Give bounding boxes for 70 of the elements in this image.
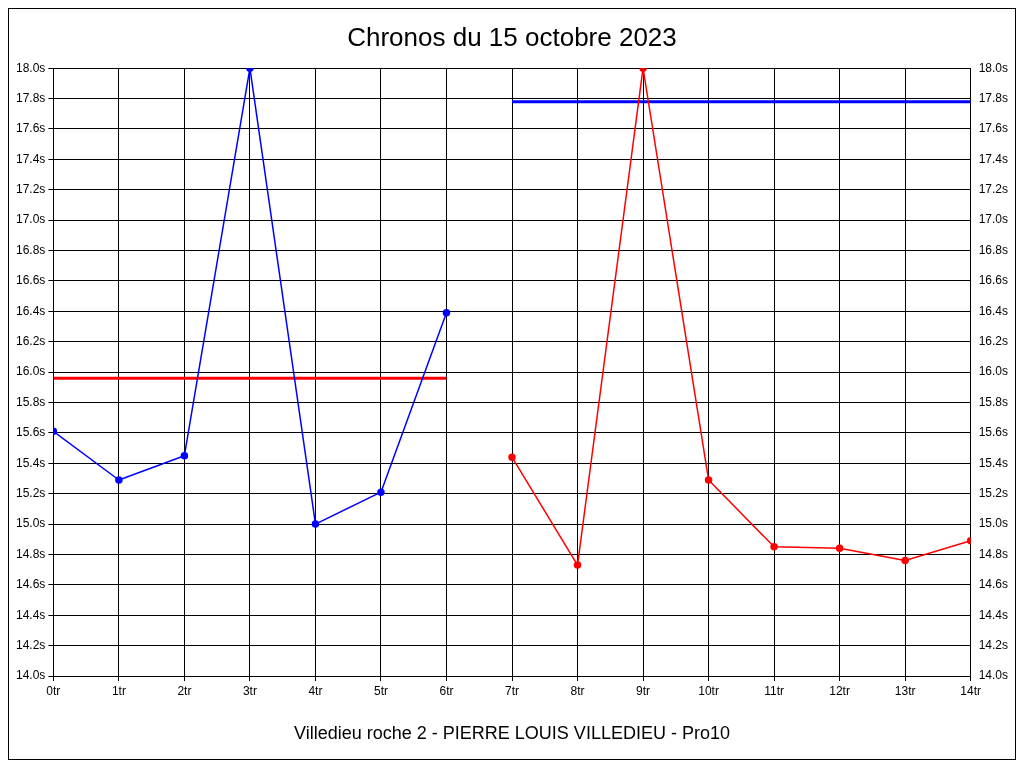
y-tick-label: 15.8s xyxy=(16,394,46,409)
x-tick-label: 3tr xyxy=(242,683,257,698)
point xyxy=(115,476,123,484)
x-tick-label: 4tr xyxy=(308,683,323,698)
y-tick-label: 16.2s xyxy=(16,334,46,349)
y-tick-label: 16.4s xyxy=(16,303,46,318)
y2-tick-label: 17.0s xyxy=(978,212,1008,227)
y2-tick-label: 15.8s xyxy=(978,394,1008,409)
y-tick-label: 17.2s xyxy=(16,182,46,197)
y-tick-label: 14.2s xyxy=(16,637,46,652)
point xyxy=(442,309,451,317)
y-tick-label: 15.2s xyxy=(16,485,46,500)
x-tick-label: 7tr xyxy=(504,683,520,698)
y2-tick-label: 15.2s xyxy=(978,485,1008,500)
y2-tick-label: 18.0s xyxy=(978,60,1008,75)
point xyxy=(377,488,385,496)
y2-tick-label: 16.2s xyxy=(978,334,1008,349)
point xyxy=(901,556,909,565)
x-tick-label: 0tr xyxy=(46,683,61,698)
x-tick-label: 9tr xyxy=(636,683,651,698)
y-tick-label: 17.8s xyxy=(16,90,46,105)
point xyxy=(573,561,582,569)
y-tick-label: 17.0s xyxy=(16,212,46,227)
y2-tick-label: 14.6s xyxy=(978,577,1008,592)
y-tick-label: 16.0s xyxy=(16,364,46,379)
y-tick-label: 14.4s xyxy=(16,607,46,622)
text: Villedieu roche 2 - PIERRE LOUIS VILLEDIEU - Pro10 xyxy=(294,723,730,744)
y2-tick-label: 16.0s xyxy=(978,364,1008,379)
point xyxy=(835,544,844,553)
y2-tick-label: 14.0s xyxy=(978,668,1008,683)
y-tick-label: 15.4s xyxy=(16,455,46,470)
y-tick-label: 14.6s xyxy=(16,577,46,592)
y-tick-label: 15.0s xyxy=(16,516,46,531)
y-tick-label: 14.0s xyxy=(16,668,46,683)
y2-tick-label: 14.8s xyxy=(978,546,1008,561)
x-tick-label: 11tr xyxy=(764,683,784,698)
x-tick-label: 1tr xyxy=(111,683,126,698)
y2-tick-label: 15.0s xyxy=(978,516,1008,531)
point xyxy=(311,520,320,528)
y2-tick-label: 14.2s xyxy=(978,637,1008,652)
y2-tick-label: 16.8s xyxy=(978,242,1008,257)
y-tick-label: 16.8s xyxy=(16,242,46,257)
y2-tick-label: 17.4s xyxy=(978,151,1008,166)
y2-tick-label: 17.8s xyxy=(978,90,1008,105)
y2-tick-label: 17.2s xyxy=(978,182,1008,197)
y-tick-label: 17.6s xyxy=(16,121,46,136)
x-tick-label: 12tr xyxy=(829,683,850,698)
y-tick-label: 14.8s xyxy=(16,546,46,561)
y-tick-label: 15.6s xyxy=(16,425,46,440)
y2-tick-label: 15.4s xyxy=(978,455,1008,470)
x-tick-label: 10tr xyxy=(698,683,719,698)
y-tick-label: 18.0s xyxy=(16,60,46,75)
x-tick-label: 2tr xyxy=(177,683,192,698)
point xyxy=(770,543,778,551)
x-tick-label: 13tr xyxy=(894,683,916,698)
y-tick-label: 17.4s xyxy=(16,151,46,166)
y2-tick-label: 14.4s xyxy=(978,607,1008,622)
point xyxy=(704,476,713,484)
point xyxy=(508,453,516,461)
x-tick-label: 14tr xyxy=(960,683,981,698)
y-tick-label: 16.6s xyxy=(16,273,46,288)
chart-title: Chronos du 15 octobre 2023 xyxy=(347,21,677,52)
y2-tick-label: 15.6s xyxy=(978,425,1008,440)
x-tick-label: 5tr xyxy=(373,683,388,698)
x-tick-label: 8tr xyxy=(570,683,585,698)
y2-tick-label: 16.4s xyxy=(978,303,1008,318)
y2-tick-label: 16.6s xyxy=(978,273,1008,288)
point xyxy=(180,451,189,460)
x-tick-label: 6tr xyxy=(439,683,454,698)
y2-tick-label: 17.6s xyxy=(978,121,1008,136)
